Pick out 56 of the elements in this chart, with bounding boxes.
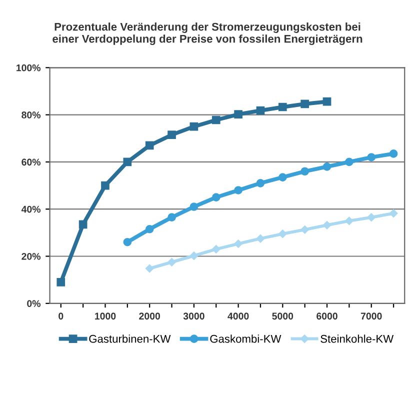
y-tick-label: 80% (22, 112, 41, 118)
point (234, 110, 242, 118)
point (256, 234, 265, 243)
x-tick-label: 7000 (360, 312, 382, 320)
point (389, 209, 398, 218)
point (322, 162, 332, 171)
x-tick-label: 0 (58, 312, 64, 320)
point (145, 224, 154, 234)
point (190, 202, 198, 211)
point (278, 102, 287, 112)
chart-title: Prozentuale Veränderung der Stromerzeugungskosten bei einer Verdoppelung der Preise von fossilen Energieträgern (52, 22, 362, 45)
point (256, 106, 265, 115)
point (56, 278, 66, 286)
legend-label: Steinkohle-KW (320, 334, 394, 343)
point (300, 225, 309, 234)
y-tick-label: 60% (22, 158, 41, 166)
y-tick-label: 20% (22, 252, 41, 260)
legend-label: Gaskombi-KW (210, 334, 282, 343)
point (168, 213, 176, 222)
point (190, 122, 198, 131)
point (367, 213, 376, 222)
y-tick-label: 40% (21, 206, 41, 213)
point (278, 230, 287, 238)
x-tick-label: 4000 (228, 312, 249, 320)
x-tick-label: 1000 (95, 312, 116, 320)
point (256, 179, 265, 188)
point (300, 100, 309, 108)
x-tick-label: 3000 (183, 312, 204, 320)
point (367, 153, 376, 162)
x-tick-label: 2000 (139, 312, 160, 320)
point (212, 116, 220, 124)
point (234, 186, 242, 194)
point (300, 167, 309, 176)
point (345, 158, 354, 166)
point (123, 238, 132, 246)
point (190, 252, 198, 260)
x-tick-label: 5000 (272, 312, 294, 320)
point (212, 245, 220, 254)
point (168, 130, 176, 140)
point (145, 264, 154, 273)
point (168, 258, 176, 266)
point (212, 193, 220, 202)
point (234, 240, 242, 248)
point (123, 158, 132, 166)
point (345, 216, 354, 226)
point (278, 173, 287, 182)
point (101, 181, 110, 190)
point (78, 220, 88, 229)
x-tick-label: 6000 (316, 312, 338, 320)
point (322, 97, 332, 106)
y-tick-label: 0% (27, 300, 41, 308)
point (145, 141, 154, 150)
point (389, 150, 398, 158)
point (322, 221, 332, 230)
y-tick-label: 100% (16, 64, 41, 72)
legend-label: Gasturbinen-KW (89, 334, 171, 343)
